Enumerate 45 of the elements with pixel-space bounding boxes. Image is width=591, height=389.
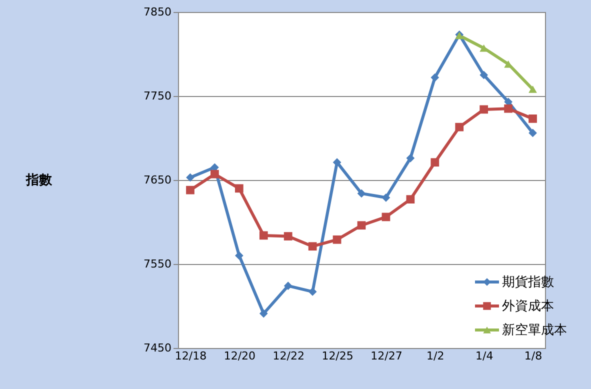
- y-tick-label: 7650: [144, 174, 172, 186]
- point: [406, 195, 415, 204]
- x-tick-label: 12/22: [272, 350, 304, 362]
- x-tick-label: 12/25: [322, 350, 354, 362]
- x-tick-label: 12/20: [224, 350, 256, 362]
- text: 指數: [25, 173, 53, 188]
- point: [480, 105, 488, 114]
- x-tick-label: 1/4: [475, 350, 494, 362]
- point: [186, 186, 194, 194]
- y-tick-label: 7450: [144, 342, 172, 354]
- point: [332, 158, 342, 167]
- legend-label: 外資成本: [502, 299, 554, 314]
- point: [186, 173, 194, 182]
- y-tick-label: 7550: [144, 258, 172, 270]
- point: [528, 86, 537, 93]
- point: [284, 232, 292, 240]
- point: [430, 158, 440, 167]
- point: [357, 189, 366, 198]
- x-tick-label: 1/8: [524, 350, 542, 362]
- point: [210, 170, 219, 178]
- legend-label: 新空單成本: [502, 323, 567, 338]
- point: [480, 70, 488, 80]
- point: [528, 114, 537, 123]
- point: [234, 251, 244, 260]
- point: [308, 288, 317, 296]
- y-tick-label: 7750: [144, 90, 172, 102]
- point: [406, 154, 415, 162]
- x-tick-label: 12/18: [174, 350, 207, 362]
- point: [382, 193, 390, 202]
- point: [504, 104, 512, 113]
- x-tick-label: 12/27: [370, 350, 402, 362]
- point: [332, 235, 342, 244]
- legend-label: 期貨指數: [502, 275, 554, 290]
- point: [284, 282, 292, 290]
- point: [430, 73, 440, 82]
- point: [357, 221, 366, 230]
- point: [382, 212, 390, 222]
- y-tick-label: 7850: [144, 6, 172, 18]
- point: [234, 184, 244, 193]
- point: [259, 309, 268, 318]
- x-tick-label: 1/2: [426, 350, 444, 362]
- point: [259, 231, 268, 240]
- point: [528, 128, 537, 138]
- point: [308, 242, 317, 251]
- point: [455, 122, 464, 132]
